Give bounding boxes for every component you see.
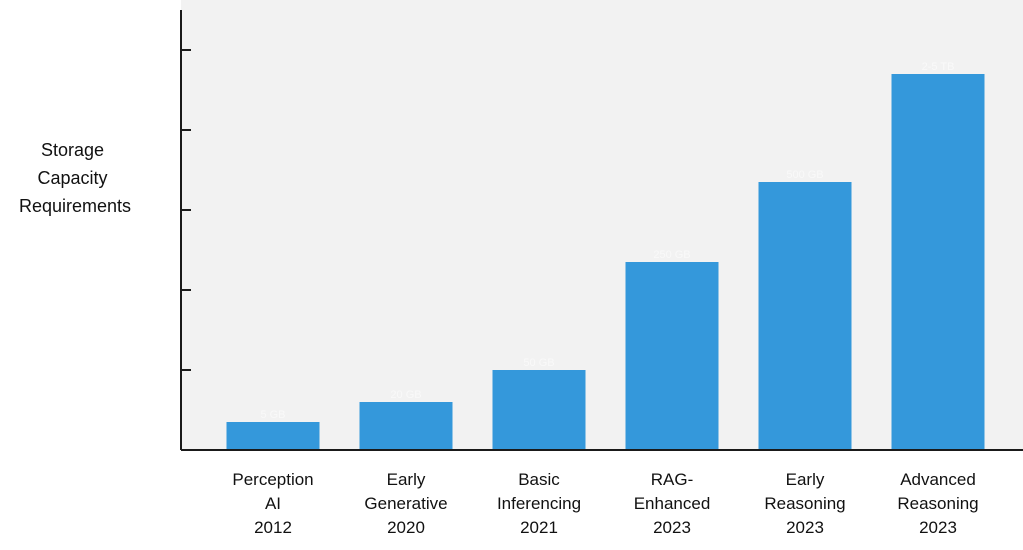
bar-value-label-5: 500 GB bbox=[786, 169, 823, 181]
x-category-label-4: RAG- Enhanced 2023 bbox=[634, 470, 711, 537]
y-axis-label-line-3: Requirements bbox=[19, 196, 131, 216]
x-category-label-4-line-3: 2023 bbox=[653, 518, 691, 537]
x-category-label-5-line-3: 2023 bbox=[786, 518, 824, 537]
x-category-label-3-line-3: 2021 bbox=[520, 518, 558, 537]
x-category-label-3-line-1: Basic bbox=[518, 470, 560, 489]
y-axis-label: Storage Capacity Requirements bbox=[19, 140, 131, 216]
x-category-label-3-line-2: Inferencing bbox=[497, 494, 581, 513]
x-axis-labels: Perception AI 2012 Early Generative 2020 Basic… bbox=[232, 470, 978, 537]
x-category-label-1: Perception AI 2012 bbox=[232, 470, 313, 537]
x-category-label-2-line-1: Early bbox=[387, 470, 426, 489]
x-category-label-6: Advanced Reasoning 2023 bbox=[897, 470, 978, 537]
bar-value-label-3: 50 GB bbox=[523, 357, 554, 369]
bar-value-label-6: 2-5 TB bbox=[922, 61, 955, 73]
x-category-label-2: Early Generative 2020 bbox=[364, 470, 447, 537]
x-category-label-5: Early Reasoning 2023 bbox=[764, 470, 845, 537]
bars: 5 GB 20 GB 50 GB 250 GB 500 GB 2-5 TB bbox=[226, 61, 985, 450]
bar-3 bbox=[492, 370, 586, 450]
plot-background bbox=[181, 0, 1023, 450]
x-category-label-1-line-3: 2012 bbox=[254, 518, 292, 537]
bar-value-label-1: 5 GB bbox=[260, 409, 285, 421]
x-category-label-4-line-2: Enhanced bbox=[634, 494, 711, 513]
x-category-label-2-line-3: 2020 bbox=[387, 518, 425, 537]
x-category-label-1-line-2: AI bbox=[265, 494, 281, 513]
bar-value-label-4: 250 GB bbox=[653, 249, 690, 261]
x-category-label-6-line-1: Advanced bbox=[900, 470, 976, 489]
bar-6 bbox=[891, 74, 985, 450]
y-axis-ticks bbox=[181, 49, 191, 371]
x-category-label-1-line-1: Perception bbox=[232, 470, 313, 489]
x-category-label-6-line-2: Reasoning bbox=[897, 494, 978, 513]
bar-1 bbox=[226, 422, 320, 450]
x-category-label-5-line-2: Reasoning bbox=[764, 494, 845, 513]
x-category-label-4-line-1: RAG- bbox=[651, 470, 694, 489]
x-category-label-5-line-1: Early bbox=[786, 470, 825, 489]
bar-2 bbox=[359, 402, 453, 450]
bar-5 bbox=[758, 182, 852, 450]
x-category-label-2-line-2: Generative bbox=[364, 494, 447, 513]
y-axis-label-line-2: Capacity bbox=[37, 168, 107, 188]
bar-value-label-2: 20 GB bbox=[390, 389, 421, 401]
bar-4 bbox=[625, 262, 719, 450]
x-category-label-3: Basic Inferencing 2021 bbox=[497, 470, 581, 537]
y-axis-label-line-1: Storage bbox=[41, 140, 104, 160]
x-category-label-6-line-3: 2023 bbox=[919, 518, 957, 537]
